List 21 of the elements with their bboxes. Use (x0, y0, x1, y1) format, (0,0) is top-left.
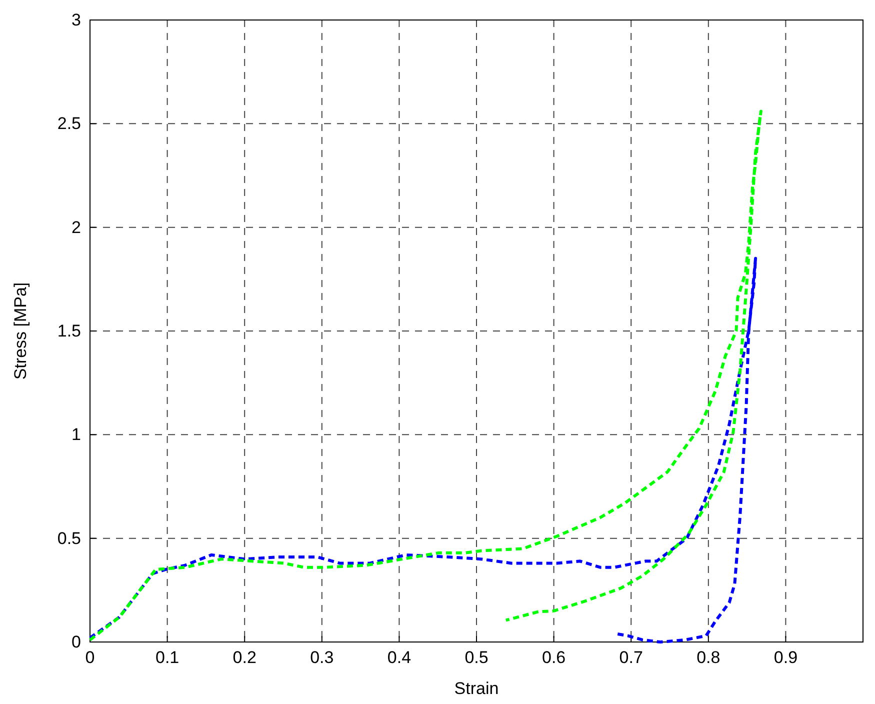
x-tick-label: 0.1 (155, 648, 180, 668)
y-tick-label: 2.5 (57, 114, 81, 134)
x-tick-label: 0.2 (232, 648, 256, 668)
y-tick-label: 1.5 (57, 321, 81, 340)
y-tick-label: 0 (72, 632, 81, 652)
x-tick-label: 0.5 (464, 648, 488, 668)
x-tick-label: 0.8 (696, 648, 720, 668)
y-tick-label: 3 (72, 10, 81, 30)
y-axis-title: Stress [MPa] (11, 282, 30, 380)
line-series (88, 110, 762, 642)
x-tick-label: 0.7 (619, 648, 643, 668)
x-tick-label: 0.3 (310, 648, 334, 668)
x-axis-title: Strain (454, 679, 499, 698)
x-tick-label: 0.9 (774, 648, 798, 668)
y-tick-label: 0.5 (57, 528, 81, 548)
x-tick-label: 0.4 (387, 648, 412, 668)
line-series (88, 256, 758, 644)
x-tick-label: 0.6 (542, 648, 566, 668)
y-tick-label: 2 (72, 218, 81, 237)
y-tick-label: 1 (72, 425, 81, 444)
x-tick-label: 0 (85, 648, 95, 668)
